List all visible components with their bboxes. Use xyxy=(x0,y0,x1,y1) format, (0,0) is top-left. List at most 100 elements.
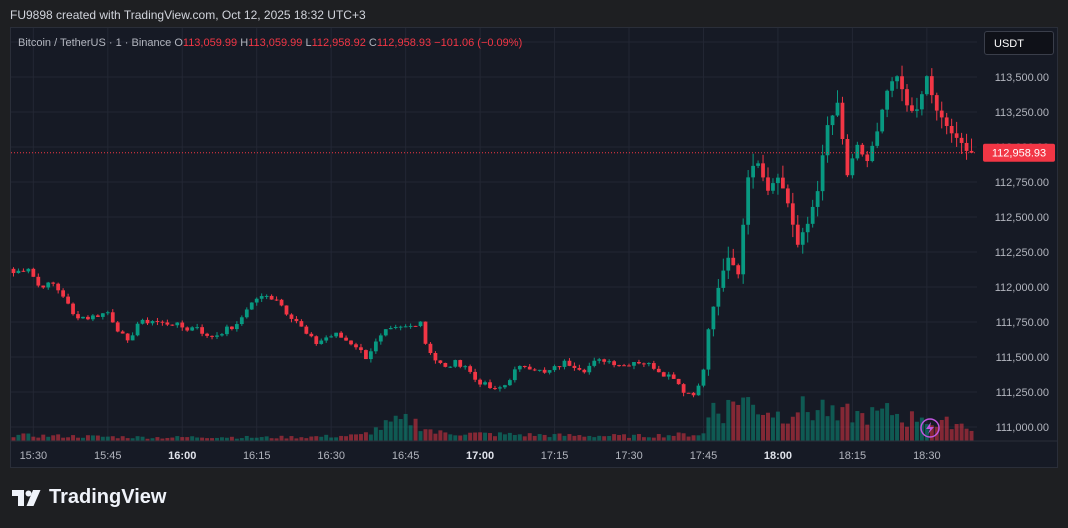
chart-frame[interactable] xyxy=(10,27,1058,468)
volume-bar xyxy=(865,424,870,441)
candle-body xyxy=(919,94,924,110)
volume-bar xyxy=(646,437,651,441)
volume-bar xyxy=(761,414,766,441)
legend-high-label: H xyxy=(240,37,249,49)
volume-bar xyxy=(304,438,309,441)
candle-body xyxy=(463,366,468,368)
volume-bar xyxy=(691,435,696,441)
volume-bar xyxy=(160,438,165,441)
volume-bar xyxy=(790,416,795,441)
x-tick-label: 17:45 xyxy=(690,450,718,462)
candle-body xyxy=(751,165,755,178)
candle-body xyxy=(46,282,51,288)
y-tick-label: 112,250.00 xyxy=(995,247,1049,259)
candle-body xyxy=(875,131,880,146)
volume-bar xyxy=(587,435,592,441)
y-tick-label: 113,250.00 xyxy=(995,107,1049,119)
volume-bar xyxy=(463,434,468,441)
volume-bar xyxy=(617,435,622,441)
candle-body xyxy=(95,315,100,317)
candle-body xyxy=(383,329,388,336)
volume-bar xyxy=(324,434,329,441)
volume-bar xyxy=(433,433,438,441)
volume-bar xyxy=(900,422,905,441)
volume-bar xyxy=(537,434,542,441)
candle-body xyxy=(587,365,592,373)
y-tick-label: 112,750.00 xyxy=(995,177,1049,189)
candle-body xyxy=(443,362,448,367)
volume-bar xyxy=(105,436,110,441)
volume-bar xyxy=(16,434,21,441)
candle-body xyxy=(368,351,373,360)
candle-body xyxy=(41,285,46,288)
candle-body xyxy=(334,332,339,337)
candle-body xyxy=(304,326,309,334)
candle-body xyxy=(309,333,314,337)
candle-body xyxy=(637,362,641,364)
candle-body xyxy=(319,340,324,344)
candle-body xyxy=(105,312,110,314)
volume-bar xyxy=(195,437,200,441)
volume-bar xyxy=(919,417,924,441)
volume-bar xyxy=(418,431,423,441)
candle-body xyxy=(532,369,537,371)
candle-body xyxy=(890,81,894,91)
candle-body xyxy=(706,329,711,370)
lightning-icon[interactable] xyxy=(920,418,940,438)
volume-bar xyxy=(805,412,810,441)
volume-bar xyxy=(820,399,825,441)
volume-bar xyxy=(443,432,448,441)
volume-bar xyxy=(770,417,775,441)
candle-body xyxy=(393,326,398,329)
volume-bar xyxy=(880,408,885,441)
volume-bar xyxy=(775,411,780,441)
candle-body xyxy=(825,125,830,156)
volume-bar xyxy=(671,435,676,441)
volume-bar xyxy=(205,438,210,441)
candle-body xyxy=(716,287,721,307)
candle-body xyxy=(944,117,949,126)
tradingview-logo[interactable]: TradingView xyxy=(12,486,166,509)
candle-body xyxy=(140,319,145,324)
volume-bar xyxy=(751,404,756,441)
candle-body xyxy=(180,322,185,328)
candle-body xyxy=(895,76,899,82)
volume-bar xyxy=(438,430,443,441)
volume-bar xyxy=(56,434,61,441)
candle-body xyxy=(76,314,80,319)
x-tick-label: 16:30 xyxy=(317,450,345,462)
candle-body xyxy=(324,337,329,341)
volume-bar xyxy=(825,416,830,441)
candle-body xyxy=(284,305,289,315)
x-tick-label: 17:15 xyxy=(541,450,569,462)
candle-body xyxy=(517,365,522,370)
candle-body xyxy=(929,76,934,96)
volume-bar xyxy=(249,437,254,441)
volume-bar xyxy=(517,434,522,441)
volume-bar xyxy=(368,434,373,441)
candle-body xyxy=(230,326,234,330)
volume-bar xyxy=(597,435,602,441)
candle-body xyxy=(800,232,805,245)
candle-body xyxy=(135,323,140,336)
volume-bar xyxy=(11,437,16,441)
volume-bar xyxy=(557,433,562,441)
candle-body xyxy=(403,326,408,328)
volume-bar xyxy=(175,436,180,441)
volume-bar xyxy=(80,437,85,441)
legend-symbol[interactable]: Bitcoin / TetherUS · 1 · Binance xyxy=(18,37,172,49)
legend-open-label: O xyxy=(174,37,183,49)
volume-bar xyxy=(542,434,547,441)
volume-bar xyxy=(766,412,770,441)
volume-bar xyxy=(41,434,46,441)
volume-bar xyxy=(334,437,339,441)
volume-bar xyxy=(855,411,860,441)
candle-body xyxy=(785,188,790,204)
candle-body xyxy=(91,315,95,320)
candle-body xyxy=(373,341,378,352)
candle-body xyxy=(234,324,239,330)
currency-button[interactable]: USDT xyxy=(984,31,1054,55)
volume-bar xyxy=(378,429,383,441)
x-tick-label: 16:00 xyxy=(168,450,196,462)
